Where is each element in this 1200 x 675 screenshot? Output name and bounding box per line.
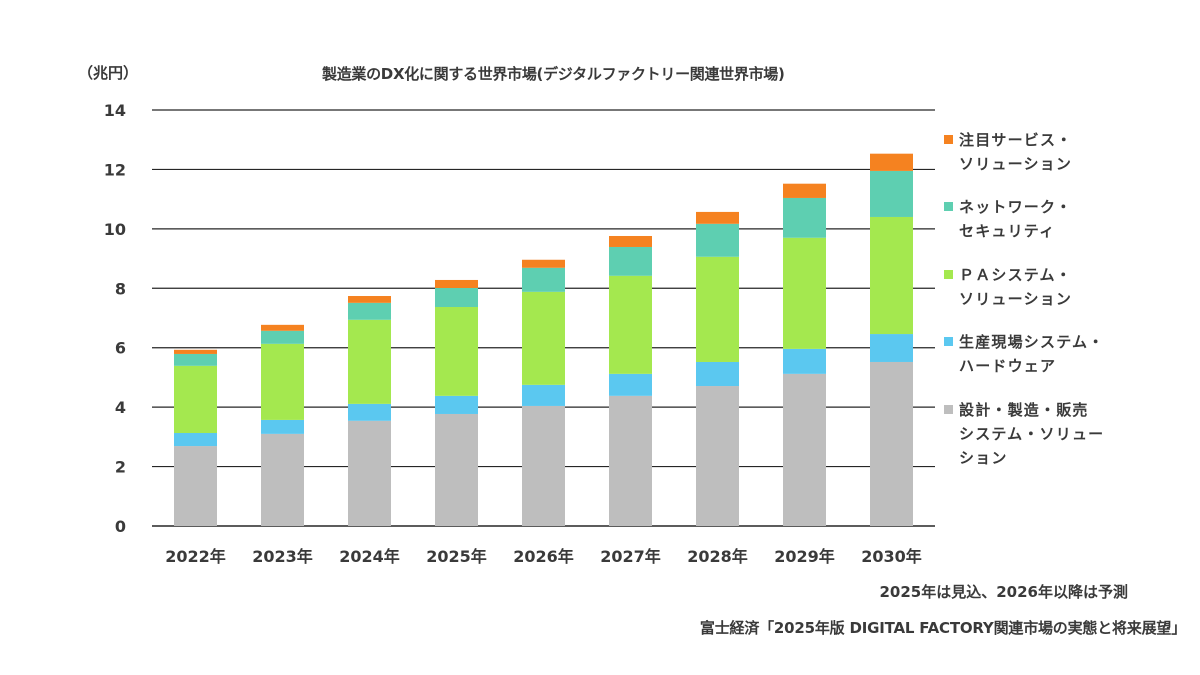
bar-segment [783,373,826,526]
bar-segment [522,405,565,526]
bar-segment [783,183,826,198]
x-tick-label: 2022年 [165,547,226,566]
x-tick-label: 2023年 [252,547,313,566]
x-axis-ticks: 2022年 2023年 2024年 2025年 2026年 2027年 2028年 2029年… [165,547,922,566]
y-tick-label: 8 [115,279,126,298]
legend-label: 注目サービス・ ソリューション [959,131,1073,173]
y-tick-label: 10 [104,220,126,239]
bar-segment [783,237,826,349]
bar-segment [870,361,913,526]
bar-segment [348,296,391,303]
legend-swatch-teal [944,202,953,211]
chart-title: 製造業のDX化に関する世界市場(デジタルファクトリー関連世界市場) [322,65,785,83]
bar-segment [174,446,217,526]
legend-swatch-grey [944,405,953,414]
source-citation: 富士経済「2025年版 DIGITAL FACTORY関連市場の実態と将来展望」 [699,619,1186,637]
bar-segment [348,319,391,404]
bar-stack [174,349,217,526]
bar-segment [522,259,565,268]
legend-label: 設計・製造・販売 システム・ソリュー ション [959,401,1105,467]
bar-stack [870,153,913,526]
bar-stack [696,211,739,526]
legend-swatch-green [944,270,953,279]
bar-stack [261,324,304,526]
legend-item-network-security: ネットワーク・ セキュリティ [944,195,1072,243]
x-tick-label: 2030年 [861,547,922,566]
legend-label: ネットワーク・ セキュリティ [959,198,1073,240]
bar-segment [696,256,739,362]
bar-segment [870,170,913,217]
x-tick-label: 2026年 [513,547,574,566]
legend-swatch-orange [944,135,953,144]
bar-segment [174,349,217,354]
bar-segment [870,153,913,171]
x-tick-label: 2027年 [600,547,661,566]
bar-segment [435,287,478,308]
x-tick-label: 2028年 [687,547,748,566]
y-axis-unit-label: （兆円） [78,64,139,82]
y-tick-label: 14 [104,101,126,120]
bar-segment [435,395,478,414]
bar-segment [696,361,739,387]
bar-segment [261,324,304,331]
bar-segment [174,432,217,447]
bar-segment [609,275,652,374]
bar-segment [609,246,652,276]
bars [174,153,913,526]
bar-segment [174,353,217,366]
legend-item-pa-system: ＰＡシステム・ ソリューション [944,263,1072,311]
y-tick-label: 0 [115,517,126,536]
y-tick-label: 2 [115,458,126,477]
bar-segment [174,365,217,433]
y-tick-label: 4 [115,398,126,417]
bar-segment [522,291,565,385]
bar-segment [261,433,304,526]
y-axis-ticks: 0 2 4 6 8 10 12 14 [104,101,126,536]
y-tick-label: 12 [104,160,126,179]
bar-stack [783,183,826,526]
bar-segment [261,419,304,434]
bar-segment [609,395,652,526]
bar-segment [696,211,739,224]
bar-stack [348,296,391,526]
x-tick-label: 2024年 [339,547,400,566]
bar-segment [522,384,565,406]
bar-segment [348,403,391,421]
legend-item-design-manufacturing-sales: 設計・製造・販売 システム・ソリュー ション [944,398,1104,470]
forecast-note: 2025年は見込、2026年以降は予測 [879,583,1129,601]
bar-segment [348,302,391,320]
legend-swatch-blue [944,337,953,346]
bar-segment [870,334,913,362]
y-tick-label: 6 [115,339,126,358]
bar-stack [522,259,565,526]
legend-label: 生産現場システム・ ハードウェア [959,333,1105,375]
legend-item-shopfloor-hardware: 生産現場システム・ ハードウェア [944,330,1104,378]
bar-segment [609,373,652,396]
bar-segment [609,235,652,247]
legend-item-featured-services: 注目サービス・ ソリューション [944,128,1072,176]
bar-stack [609,235,652,526]
legend-label: ＰＡシステム・ ソリューション [959,266,1073,308]
bar-segment [348,420,391,526]
bar-segment [783,348,826,374]
bar-segment [435,307,478,396]
bar-segment [696,223,739,257]
bar-segment [435,279,478,288]
bar-segment [261,330,304,344]
bar-segment [783,197,826,238]
bar-segment [435,413,478,526]
bar-segment [696,386,739,526]
bar-segment [261,343,304,420]
bar-stack [435,279,478,526]
bar-segment [522,267,565,292]
x-tick-label: 2029年 [774,547,835,566]
bar-segment [870,216,913,335]
x-tick-label: 2025年 [426,547,487,566]
